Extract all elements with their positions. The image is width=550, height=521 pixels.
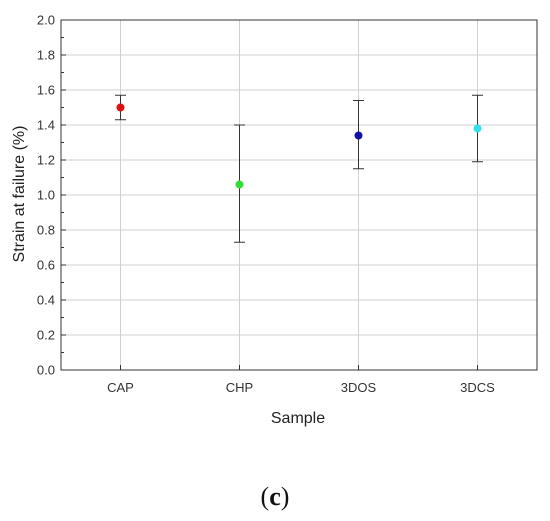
y-tick-label: 0.2 bbox=[37, 328, 55, 343]
panel-label-close: ) bbox=[281, 482, 290, 511]
panel-label-letter: c bbox=[269, 482, 281, 511]
x-tick-labels: CAP CHP 3DOS 3DCS bbox=[107, 380, 495, 395]
y-tick-label: 1.2 bbox=[37, 153, 55, 168]
y-tick-label: 1.4 bbox=[37, 118, 55, 133]
panel-label: (c) bbox=[261, 482, 290, 511]
panel-label-open: ( bbox=[261, 482, 270, 511]
y-tick-label: 0.6 bbox=[37, 258, 55, 273]
point-layer bbox=[116, 103, 482, 189]
x-tick-label: CHP bbox=[226, 380, 253, 395]
data-point-3DOS bbox=[354, 131, 363, 140]
y-tick-labels: 0.0 0.2 0.4 0.6 0.8 1.0 1.2 1.4 1.6 1.8 2.0 bbox=[37, 13, 55, 378]
y-tick-label: 1.6 bbox=[37, 83, 55, 98]
x-tick-label: 3DOS bbox=[341, 380, 377, 395]
x-tick-label: 3DCS bbox=[460, 380, 495, 395]
data-point-CHP bbox=[235, 180, 244, 189]
y-tick-label: 0.8 bbox=[37, 223, 55, 238]
x-tick-label: CAP bbox=[107, 380, 134, 395]
y-tick-label: 1.8 bbox=[37, 48, 55, 63]
errorbar-layer bbox=[115, 94, 483, 243]
y-tick-label: 1.0 bbox=[37, 188, 55, 203]
data-point-CAP bbox=[116, 103, 125, 112]
y-tick-label: 0.0 bbox=[37, 363, 55, 378]
data-point-3DCS bbox=[473, 124, 482, 133]
grid-layer bbox=[61, 19, 537, 371]
y-axis-title: Strain at failure (%) bbox=[11, 126, 28, 263]
y-tick-label: 2.0 bbox=[37, 13, 55, 28]
x-axis-title: Sample bbox=[271, 410, 325, 427]
tick-layer bbox=[61, 19, 478, 371]
y-tick-label: 0.4 bbox=[37, 293, 55, 308]
